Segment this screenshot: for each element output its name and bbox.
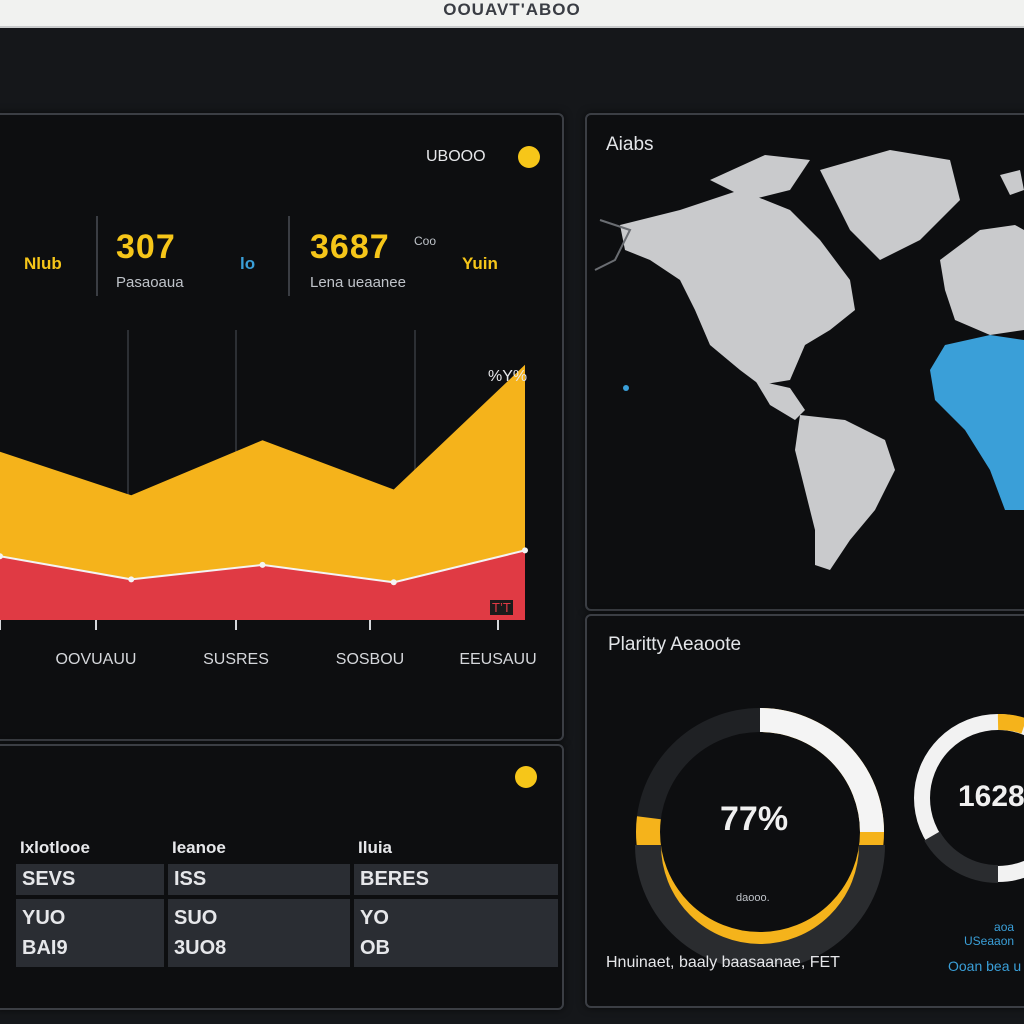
map-region-europe[interactable] — [940, 225, 1024, 335]
donut-caption-bottom: Ooan bea u — [948, 958, 1022, 974]
table-cell: YO OB — [354, 899, 558, 967]
window-title: OOUAVT'ABOO — [443, 0, 581, 19]
chart-peak-label: %Y% — [488, 368, 528, 385]
area-chart: OOVUAUU SUSRES SOSBOU EEUSAUU — [0, 330, 537, 668]
x-tick-label: SOSBOU — [336, 651, 404, 668]
map-marker[interactable] — [623, 385, 629, 391]
donut-lower-shade — [924, 831, 999, 884]
column-header[interactable]: Ixlotlooe — [20, 838, 90, 857]
table-cell: BERES — [354, 864, 558, 895]
panel-header-label: UBOOO — [426, 148, 486, 165]
table-cell: SUO 3UO8 — [168, 899, 350, 967]
table-header-row: Ixlotlooe Ieanoe Iluia — [16, 836, 558, 860]
data-point[interactable] — [0, 553, 3, 560]
area-series-0 — [0, 364, 525, 620]
table-cell: YUO BAI9 — [16, 899, 164, 967]
map-region-africa[interactable] — [930, 335, 1024, 510]
world-map[interactable] — [590, 130, 1024, 604]
donut-lower-shade — [635, 844, 885, 964]
window-title-bar: OOUAVT'ABOO — [0, 0, 1024, 28]
donut-value-label: 77% — [720, 800, 789, 838]
map-title: Aiabs — [606, 134, 654, 155]
donut-caption-top: aoa USeaaon — [964, 920, 1015, 948]
kpi-label: Yuin — [462, 254, 498, 273]
kpi-unit: Coo — [414, 234, 437, 248]
x-tick-label: SUSRES — [203, 651, 269, 668]
donut-caption: Hnuinaet, baaly baasaanae, FET — [606, 954, 840, 971]
kpi-label: Nlub — [24, 254, 62, 273]
data-point[interactable] — [259, 561, 266, 568]
data-point[interactable] — [128, 576, 135, 583]
chart-end-label: T’T — [490, 600, 513, 615]
kpi-value: 3687 — [310, 228, 390, 266]
map-region-scandinavia[interactable] — [1000, 170, 1024, 195]
map-region-central-america[interactable] — [755, 380, 805, 420]
map-region-greenland[interactable] — [820, 150, 960, 260]
table-row[interactable]: SEVS ISS BERES — [16, 864, 558, 895]
kpi-divider — [96, 216, 98, 296]
kpi-divider — [288, 216, 290, 296]
table-cell: SEVS — [16, 864, 164, 895]
column-header[interactable]: Ieanoe — [172, 838, 226, 857]
data-point[interactable] — [522, 547, 528, 554]
x-tick-label: OOVUAUU — [56, 651, 137, 668]
kpi-sub-label: Pasaoaua — [116, 274, 184, 291]
status-dot-icon[interactable] — [518, 146, 540, 168]
x-tick-label: EEUSAUU — [459, 651, 536, 668]
data-table: Ixlotlooe Ieanoe Iluia SEVS ISS BERES YU… — [12, 832, 562, 971]
data-point[interactable] — [390, 579, 397, 586]
kpi-value: 307 — [116, 228, 176, 266]
donut-value-label: 1628 — [958, 780, 1024, 813]
area-series-1 — [0, 550, 525, 620]
table-row[interactable]: YUO BAI9 SUO 3UO8 YO OB — [16, 899, 558, 967]
column-header[interactable]: Iluia — [358, 838, 393, 857]
map-region-arctic-islands[interactable] — [710, 155, 810, 200]
donut-sub-label: daooo. — [736, 892, 770, 904]
map-region-north-america[interactable] — [620, 190, 855, 385]
status-dot-icon[interactable] — [515, 766, 537, 788]
map-route-line — [594, 219, 632, 271]
table-cell: ISS — [168, 864, 350, 895]
kpi-sub-label: Lena ueaanee — [310, 274, 406, 291]
donut-chart-primary[interactable] — [628, 700, 892, 964]
map-region-south-america[interactable] — [795, 415, 895, 570]
donut-panel-title: Plaritty Aeaoote — [608, 634, 742, 655]
donut-highlight-arc — [759, 708, 884, 833]
kpi-label: lo — [240, 254, 256, 273]
donut-progress-arc — [997, 714, 1024, 734]
